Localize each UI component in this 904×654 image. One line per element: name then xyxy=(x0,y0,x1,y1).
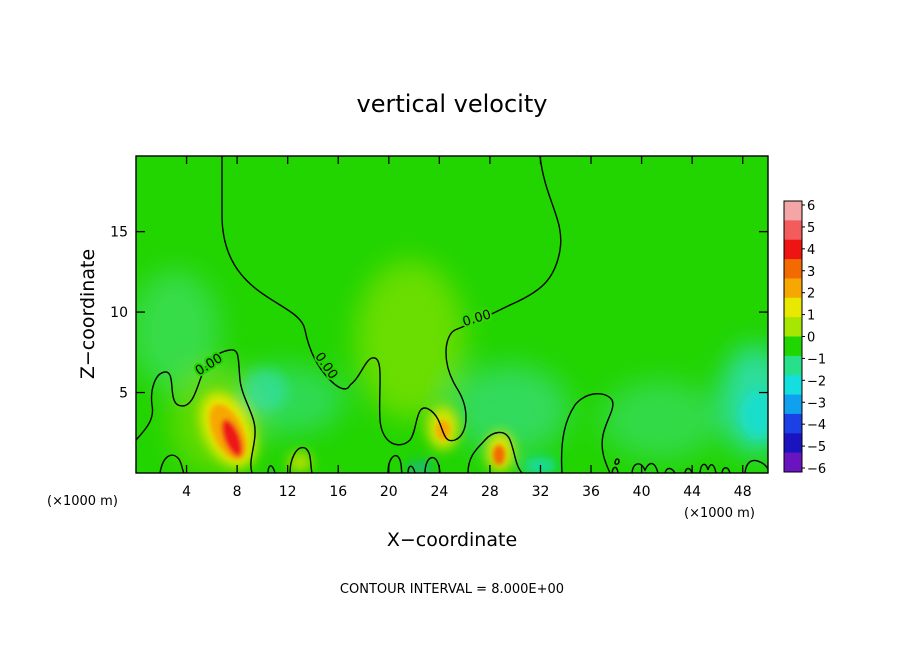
downdraft-cell-10km xyxy=(243,368,287,412)
x-tick-label: 48 xyxy=(734,484,752,500)
weak-downdraft-left xyxy=(136,270,220,390)
plot-frame xyxy=(135,155,769,474)
y-tick-label: 5 xyxy=(119,386,128,402)
x-tick-label: 44 xyxy=(683,484,701,500)
zero-contours xyxy=(136,156,768,473)
zero-contour-line xyxy=(467,431,523,473)
colorbar-tick-label: 6 xyxy=(807,199,815,214)
colorbar-swatch xyxy=(784,452,802,473)
zero-contour-line xyxy=(221,156,351,390)
chart-title: vertical velocity xyxy=(357,90,548,118)
downdraft-cell-20km xyxy=(406,462,434,473)
colorbar: 6 5 4 3 2 1 0 −1 −2 −3 −4 −5 −6 xyxy=(783,199,826,477)
colorbar-swatch xyxy=(784,297,802,318)
x-tick-label: 28 xyxy=(481,484,499,500)
updraft-cell-8km-core xyxy=(221,419,243,457)
zero-contour-line xyxy=(349,156,562,446)
colorbar-swatch xyxy=(784,433,802,454)
y-tick-label: 10 xyxy=(110,305,128,321)
colorbar-swatch xyxy=(784,317,802,337)
colorbar-tick-label: −6 xyxy=(807,462,826,477)
updraft-cell-13km xyxy=(288,452,312,472)
colorbar-swatch xyxy=(784,239,802,260)
zero-contour-line xyxy=(611,458,620,473)
colorbar-tick-label: −4 xyxy=(807,418,826,433)
zero-contour-line xyxy=(407,465,416,473)
colorbar-swatch xyxy=(784,220,802,241)
y-tick-label: 15 xyxy=(110,225,128,241)
zero-contour-line xyxy=(159,454,185,473)
x-tick-label: 16 xyxy=(329,484,347,500)
colorbar-swatch xyxy=(784,375,802,396)
x-tick-label: 8 xyxy=(233,484,242,500)
y-axis: 5 10 15 xyxy=(110,225,768,402)
heatmap-field xyxy=(136,156,768,473)
x-tick-label: 24 xyxy=(430,484,448,500)
zero-contour-line xyxy=(387,455,403,473)
y-axis-title: Z−coordinate xyxy=(77,249,99,379)
zero-contour-line xyxy=(289,446,313,473)
colorbar-swatch xyxy=(784,355,802,376)
x-unit-label-right: (×1000 m) xyxy=(684,506,755,521)
colorbar-tick-label: 4 xyxy=(807,243,815,258)
x-tick-label: 36 xyxy=(582,484,600,500)
x-axis-title: X−coordinate xyxy=(387,529,517,551)
weak-downdraft-center xyxy=(450,365,570,455)
x-tick-label: 32 xyxy=(532,484,550,500)
x-unit-label-left: (×1000 m) xyxy=(47,494,118,509)
colorbar-tick-label: −5 xyxy=(807,440,826,455)
colorbar-tick-label: 3 xyxy=(807,265,815,280)
weak-updraft-upper xyxy=(355,260,465,420)
weak-downdraft-right2 xyxy=(600,380,720,460)
downdraft-cell-48km xyxy=(740,390,768,440)
x-tick-label: 4 xyxy=(182,484,191,500)
colorbar-swatch xyxy=(784,413,802,434)
colorbar-tick-label: −3 xyxy=(807,396,826,411)
x-tick-label: 12 xyxy=(279,484,297,500)
colorbar-swatch xyxy=(784,278,802,299)
colorbar-tick-label: 1 xyxy=(807,309,815,324)
colorbar-tick-label: −2 xyxy=(807,374,826,389)
colorbar-swatch xyxy=(784,259,802,279)
zero-contour-line xyxy=(744,459,768,473)
zero-contour-line xyxy=(267,465,276,473)
colorbar-swatch xyxy=(784,336,802,357)
colorbar-tick-label: 2 xyxy=(807,287,815,302)
updraft-cell-29km-core xyxy=(493,445,505,465)
x-axis: 4 8 12 16 20 24 28 32 36 40 44 48 xyxy=(182,156,752,500)
zero-contour-line xyxy=(560,393,614,473)
colorbar-tick-label: 0 xyxy=(807,331,815,346)
colorbar-swatch xyxy=(784,201,802,221)
zero-contour-line xyxy=(664,467,693,473)
zero-contour-line xyxy=(699,463,731,473)
x-tick-label: 20 xyxy=(380,484,398,500)
zero-contour-line xyxy=(631,462,659,473)
contour-interval-note: CONTOUR INTERVAL = 8.000E+00 xyxy=(340,582,564,597)
colorbar-swatch xyxy=(784,394,802,415)
zero-contour-line xyxy=(136,349,256,473)
colorbar-tick-label: −1 xyxy=(807,352,826,367)
colorbar-tick-label: 5 xyxy=(807,221,815,236)
x-tick-label: 40 xyxy=(633,484,651,500)
